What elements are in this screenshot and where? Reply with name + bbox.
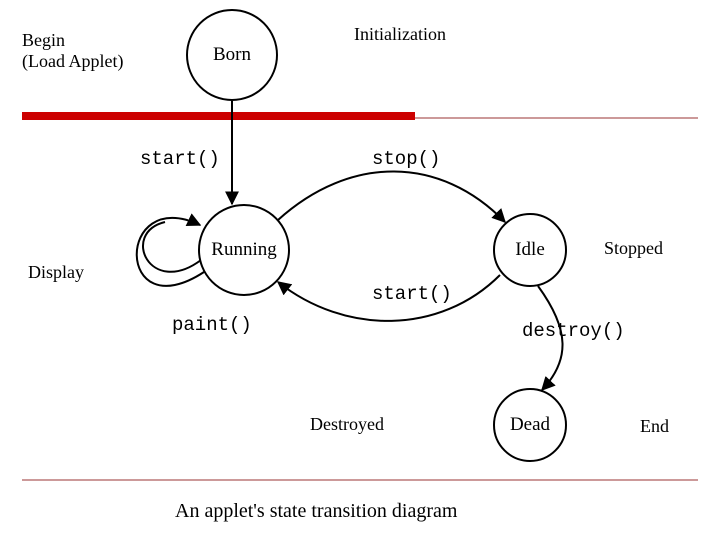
label-begin: Begin (Load Applet): [22, 30, 123, 72]
label-init: Initialization: [354, 24, 446, 45]
state-node-running: Running: [198, 204, 290, 296]
state-node-label: Dead: [510, 414, 550, 436]
state-node-dead: Dead: [493, 388, 567, 462]
label-display: Display: [28, 262, 84, 283]
label-stopped: Stopped: [604, 238, 663, 259]
state-node-label: Idle: [515, 239, 545, 261]
label-end: End: [640, 416, 669, 437]
label-destroyed: Destroyed: [310, 414, 384, 435]
state-node-idle: Idle: [493, 213, 567, 287]
state-node-label: Running: [211, 239, 276, 261]
edge-paint-self: [137, 218, 204, 286]
label-paint: paint(): [172, 314, 252, 336]
label-start2: start(): [372, 283, 452, 305]
edge-running-to-idle: [278, 171, 505, 222]
label-start1: start(): [140, 148, 220, 170]
edge-display-curve: [143, 222, 201, 272]
label-destroy: destroy(): [522, 320, 625, 342]
state-node-label: Born: [213, 44, 251, 66]
state-node-born: Born: [186, 9, 278, 101]
label-stop: stop(): [372, 148, 440, 170]
